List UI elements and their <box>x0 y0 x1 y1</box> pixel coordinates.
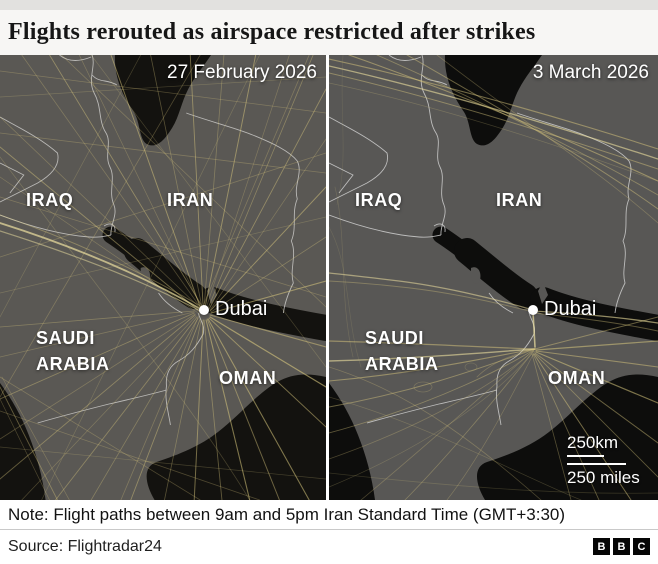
map-scale: 250km 250 miles <box>567 434 640 486</box>
basemap-before-svg <box>0 55 326 500</box>
note-text: Note: Flight paths between 9am and 5pm I… <box>8 504 566 524</box>
header: Flights rerouted as airspace restricted … <box>0 10 658 55</box>
dubai-dot <box>528 305 538 315</box>
map-panel-after: 3 March 2026 IRAQ IRAN SAUDI ARABIA OMAN… <box>329 55 658 500</box>
page-top-strip <box>0 0 658 10</box>
maps-region: 27 February 2026 IRAQ IRAN SAUDI ARABIA … <box>0 55 658 500</box>
scale-km-bar <box>567 455 604 457</box>
scale-miles-bar <box>567 463 626 465</box>
bbc-logo: B B C <box>593 538 650 555</box>
scale-miles-label: 250 miles <box>567 468 640 487</box>
city-label-dubai: Dubai <box>215 298 268 320</box>
panel-divider <box>326 55 329 500</box>
bbc-logo-letter: B <box>593 538 610 555</box>
bbc-logo-letter: C <box>633 538 650 555</box>
note-bar: Note: Flight paths between 9am and 5pm I… <box>0 500 658 530</box>
city-label-dubai: Dubai <box>544 298 597 320</box>
source-text: Source: Flightradar24 <box>8 537 162 555</box>
map-panel-before: 27 February 2026 IRAQ IRAN SAUDI ARABIA … <box>0 55 326 500</box>
bbc-logo-letter: B <box>613 538 630 555</box>
scale-km-label: 250km <box>567 433 619 452</box>
page-title: Flights rerouted as airspace restricted … <box>8 19 536 45</box>
dubai-dot <box>199 305 209 315</box>
source-bar: Source: Flightradar24 B B C <box>0 530 658 563</box>
